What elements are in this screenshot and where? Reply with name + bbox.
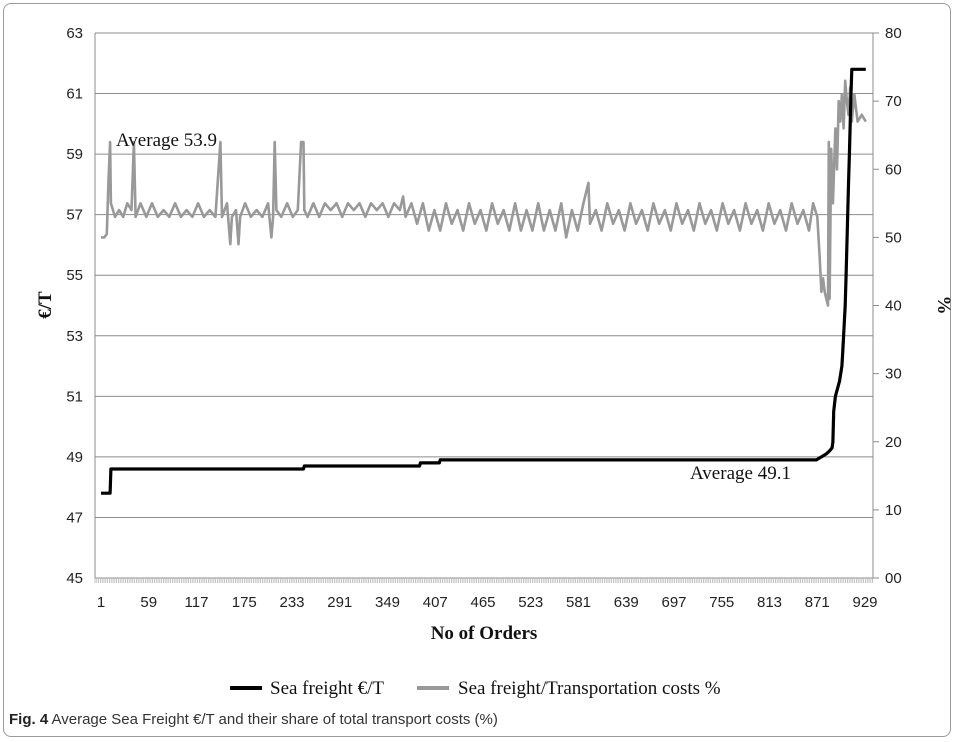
y2-tick-label: 50: [885, 229, 902, 246]
x-tick-label: 407: [423, 594, 448, 611]
y-axis-title: €/T: [35, 291, 56, 319]
y-tick-label: 55: [66, 267, 83, 284]
x-tick-label: 117: [185, 594, 209, 611]
y-tick-label: 47: [66, 509, 83, 526]
x-tick-label: 871: [805, 594, 830, 611]
y2-tick-label: 20: [885, 434, 902, 451]
y-tick-label: 51: [66, 388, 83, 405]
x-tick-label: 639: [614, 594, 639, 611]
x-tick-marks: [94, 578, 873, 583]
axes: [94, 32, 879, 583]
annotation-average-freight: Average 49.1: [690, 463, 791, 484]
gridlines: [95, 32, 873, 579]
figure-label: Fig. 4: [9, 711, 49, 728]
x-tick-label: 59: [140, 594, 157, 611]
x-tick-label: 581: [566, 594, 591, 611]
x-tick-label: 465: [470, 594, 495, 611]
figure-caption-text: Average Sea Freight €/T and their share …: [51, 711, 498, 728]
legend: Sea freight €/T Sea freight/Transportati…: [230, 678, 721, 699]
y-tick-label: 53: [66, 328, 83, 345]
y-tick-label: 61: [66, 86, 83, 103]
x-tick-label: 291: [327, 594, 352, 611]
y-tick-label: 57: [66, 207, 83, 224]
y2-tick-label: 60: [885, 161, 902, 178]
legend-label-sea-freight: Sea freight €/T: [270, 678, 384, 699]
y2-tick-label: 10: [885, 502, 902, 519]
tick-labels: 45 47 49 51 53 55 57 59 61 63 00 10 20 30 40 50 60 70 80 1 5…: [66, 25, 901, 611]
series-line-sea-freight: [101, 67, 866, 495]
y2-tick-label: 40: [885, 298, 902, 315]
y-tick-label: 59: [66, 146, 83, 163]
x-tick-label: 233: [279, 594, 304, 611]
x-tick-label: 755: [709, 594, 734, 611]
series-layer: [101, 67, 867, 495]
y2-tick-label: 70: [885, 93, 902, 110]
legend-label-share: Sea freight/Transportation costs %: [458, 678, 721, 699]
x-tick-label: 349: [375, 594, 400, 611]
y2-axis-title: %: [933, 296, 954, 315]
figure-frame: [3, 3, 951, 737]
y2-tick-label: 00: [885, 570, 902, 587]
y2-tick-label: 80: [885, 25, 902, 42]
y-tick-label: 49: [66, 449, 83, 466]
figure-caption: Fig. 4 Average Sea Freight €/T and their…: [9, 711, 498, 728]
x-tick-label: 813: [757, 594, 782, 611]
x-tick-label: 929: [852, 594, 877, 611]
x-tick-label: 523: [518, 594, 543, 611]
x-tick-label: 175: [232, 594, 257, 611]
y-tick-label: 63: [66, 25, 83, 42]
x-tick-label: 1: [97, 594, 105, 611]
x-tick-label: 697: [661, 594, 686, 611]
x-axis-title: No of Orders: [431, 623, 538, 644]
series-line-share: [101, 79, 867, 307]
annotation-average-percent: Average 53.9: [116, 130, 217, 151]
y2-tick-label: 30: [885, 366, 902, 383]
y-tick-label: 45: [66, 570, 83, 587]
